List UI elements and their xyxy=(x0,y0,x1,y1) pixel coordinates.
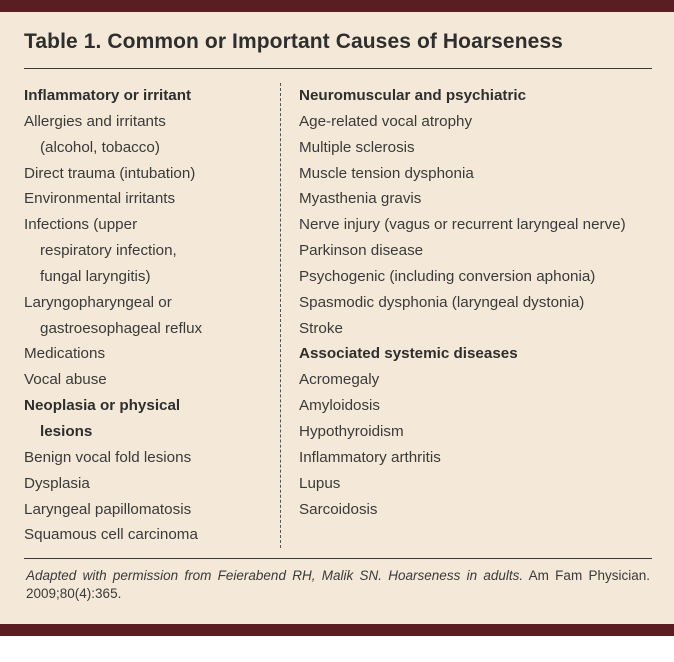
category-systemic: Associated systemic diseases xyxy=(299,341,652,367)
list-item: Allergies and irritants xyxy=(24,109,262,135)
list-item: gastroesophageal reflux xyxy=(24,316,262,342)
list-item: respiratory infection, xyxy=(24,238,262,264)
list-item: Sarcoidosis xyxy=(299,497,652,523)
list-item: fungal laryngitis) xyxy=(24,264,262,290)
category-neoplasia: Neoplasia or physical xyxy=(24,393,262,419)
citation-journal: Am Fam Physician xyxy=(523,568,646,583)
category-inflammatory: Inflammatory or irritant xyxy=(24,83,262,109)
table-panel: Table 1. Common or Important Causes of H… xyxy=(0,0,674,636)
list-item: Psychogenic (including conversion aphoni… xyxy=(299,264,652,290)
list-item: Medications xyxy=(24,341,262,367)
table-body: Inflammatory or irritant Allergies and i… xyxy=(24,69,652,559)
list-item: Parkinson disease xyxy=(299,238,652,264)
list-item: Vocal abuse xyxy=(24,367,262,393)
list-item: Squamous cell carcinoma xyxy=(24,522,262,548)
right-column: Neuromuscular and psychiatric Age-relate… xyxy=(281,83,652,548)
list-item: Nerve injury (vagus or recurrent larynge… xyxy=(299,212,652,238)
list-item: Direct trauma (intubation) xyxy=(24,161,262,187)
list-item: Inflammatory arthritis xyxy=(299,445,652,471)
list-item: Multiple sclerosis xyxy=(299,135,652,161)
list-item: Muscle tension dysphonia xyxy=(299,161,652,187)
list-item: Environmental irritants xyxy=(24,186,262,212)
list-item: (alcohol, tobacco) xyxy=(24,135,262,161)
list-item: Stroke xyxy=(299,316,652,342)
list-item: Benign vocal fold lesions xyxy=(24,445,262,471)
list-item: Age-related vocal atrophy xyxy=(299,109,652,135)
category-neuromuscular: Neuromuscular and psychiatric xyxy=(299,83,652,109)
list-item: Acromegaly xyxy=(299,367,652,393)
category-neoplasia: lesions xyxy=(24,419,262,445)
list-item: Dysplasia xyxy=(24,471,262,497)
list-item: Spasmodic dysphonia (laryngeal dystonia) xyxy=(299,290,652,316)
left-column: Inflammatory or irritant Allergies and i… xyxy=(24,83,281,548)
list-item: Infections (upper xyxy=(24,212,262,238)
list-item: Hypothyroidism xyxy=(299,419,652,445)
citation: Adapted with permission from Feierabend … xyxy=(24,559,652,613)
list-item: Laryngeal papillomatosis xyxy=(24,497,262,523)
table-title: Table 1. Common or Important Causes of H… xyxy=(24,30,652,69)
list-item: Amyloidosis xyxy=(299,393,652,419)
list-item: Lupus xyxy=(299,471,652,497)
list-item: Laryngopharyngeal or xyxy=(24,290,262,316)
citation-lead: Adapted with permission from Feierabend … xyxy=(26,568,523,583)
list-item: Myasthenia gravis xyxy=(299,186,652,212)
